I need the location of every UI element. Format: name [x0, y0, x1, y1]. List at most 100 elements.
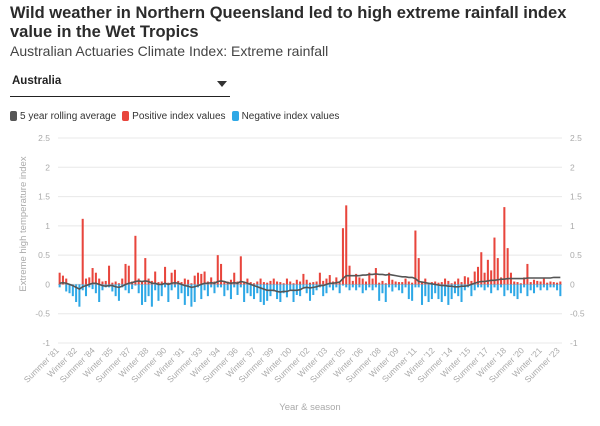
bar-positive[interactable]: [65, 278, 68, 285]
bar-positive[interactable]: [493, 237, 496, 285]
bar-negative[interactable]: [272, 284, 275, 292]
bar-negative[interactable]: [500, 284, 503, 288]
bar-positive[interactable]: [420, 281, 424, 285]
bar-negative[interactable]: [200, 284, 203, 300]
bar-positive[interactable]: [460, 282, 463, 285]
bar-positive[interactable]: [256, 281, 259, 285]
bar-negative[interactable]: [420, 284, 424, 305]
bar-positive[interactable]: [424, 278, 427, 285]
bar-positive[interactable]: [453, 281, 456, 285]
bar-negative[interactable]: [220, 284, 223, 288]
bar-positive[interactable]: [371, 278, 374, 285]
bar-negative[interactable]: [404, 284, 407, 288]
bar-positive[interactable]: [388, 272, 391, 285]
bar-positive[interactable]: [513, 281, 516, 285]
bar-negative[interactable]: [117, 284, 120, 301]
bar-positive[interactable]: [305, 279, 308, 285]
bar-positive[interactable]: [272, 278, 275, 285]
bar-negative[interactable]: [58, 284, 61, 288]
bar-negative[interactable]: [523, 284, 526, 288]
bar-negative[interactable]: [381, 284, 384, 294]
bar-positive[interactable]: [154, 271, 157, 285]
bar-negative[interactable]: [516, 284, 519, 300]
bar-positive[interactable]: [391, 279, 394, 285]
bar-positive[interactable]: [312, 282, 315, 285]
bar-positive[interactable]: [167, 282, 170, 285]
bar-negative[interactable]: [509, 284, 512, 294]
bar-negative[interactable]: [157, 284, 160, 301]
bar-negative[interactable]: [75, 284, 78, 302]
bar-negative[interactable]: [335, 284, 338, 288]
bar-positive[interactable]: [473, 271, 476, 285]
bar-positive[interactable]: [490, 270, 493, 285]
bar-positive[interactable]: [335, 277, 338, 285]
bar-positive[interactable]: [190, 283, 193, 285]
bar-positive[interactable]: [187, 279, 190, 285]
bar-positive[interactable]: [173, 269, 176, 285]
bar-negative[interactable]: [256, 284, 259, 294]
bar-negative[interactable]: [124, 284, 127, 291]
legend-item-rolling-average[interactable]: 5 year rolling average: [10, 111, 116, 122]
bar-negative[interactable]: [170, 284, 173, 291]
bar-negative[interactable]: [252, 284, 256, 300]
bar-negative[interactable]: [519, 284, 522, 294]
bar-positive[interactable]: [134, 235, 137, 285]
bar-negative[interactable]: [368, 284, 371, 288]
bar-negative[interactable]: [407, 284, 410, 300]
bar-negative[interactable]: [476, 284, 480, 288]
bar-positive[interactable]: [220, 263, 223, 285]
bar-negative[interactable]: [239, 284, 242, 288]
bar-positive[interactable]: [345, 205, 348, 285]
bar-positive[interactable]: [84, 278, 88, 285]
bar-positive[interactable]: [374, 268, 377, 285]
bar-negative[interactable]: [140, 284, 144, 305]
bar-negative[interactable]: [223, 284, 226, 297]
bar-positive[interactable]: [532, 279, 536, 285]
bar-positive[interactable]: [233, 272, 236, 285]
bar-negative[interactable]: [411, 284, 414, 301]
bar-positive[interactable]: [117, 283, 120, 285]
bar-positive[interactable]: [114, 281, 117, 285]
bar-positive[interactable]: [384, 283, 387, 285]
bar-negative[interactable]: [325, 284, 328, 294]
bar-positive[interactable]: [157, 282, 160, 285]
bar-positive[interactable]: [140, 281, 144, 285]
bar-negative[interactable]: [388, 284, 391, 288]
bar-negative[interactable]: [437, 284, 440, 300]
bar-positive[interactable]: [282, 283, 285, 285]
bar-negative[interactable]: [394, 284, 397, 288]
bar-negative[interactable]: [457, 284, 460, 297]
bar-positive[interactable]: [549, 281, 552, 285]
bar-positive[interactable]: [216, 255, 219, 285]
bar-negative[interactable]: [249, 284, 252, 297]
bar-negative[interactable]: [480, 284, 483, 288]
bar-negative[interactable]: [134, 284, 137, 286]
bar-positive[interactable]: [486, 259, 489, 285]
bar-positive[interactable]: [193, 275, 196, 285]
bar-positive[interactable]: [262, 282, 265, 285]
bar-positive[interactable]: [328, 275, 331, 285]
bar-positive[interactable]: [539, 281, 542, 285]
bar-negative[interactable]: [206, 284, 209, 297]
bar-positive[interactable]: [351, 280, 354, 285]
bar-positive[interactable]: [302, 273, 305, 285]
bar-positive[interactable]: [322, 280, 325, 285]
bar-positive[interactable]: [259, 278, 262, 285]
bar-negative[interactable]: [374, 284, 377, 288]
bar-negative[interactable]: [88, 284, 91, 288]
region-dropdown[interactable]: Australia: [10, 72, 230, 97]
bar-negative[interactable]: [111, 284, 114, 292]
bar-positive[interactable]: [552, 282, 555, 285]
bar-positive[interactable]: [546, 282, 549, 285]
bar-negative[interactable]: [493, 284, 496, 288]
bar-negative[interactable]: [213, 284, 216, 294]
bar-negative[interactable]: [434, 284, 437, 294]
bar-positive[interactable]: [476, 266, 480, 285]
bar-negative[interactable]: [351, 284, 354, 288]
bar-positive[interactable]: [252, 283, 256, 285]
bar-negative[interactable]: [84, 284, 88, 297]
bar-positive[interactable]: [457, 278, 460, 285]
bar-negative[interactable]: [259, 284, 262, 302]
bar-negative[interactable]: [68, 284, 71, 294]
bar-positive[interactable]: [341, 228, 344, 285]
